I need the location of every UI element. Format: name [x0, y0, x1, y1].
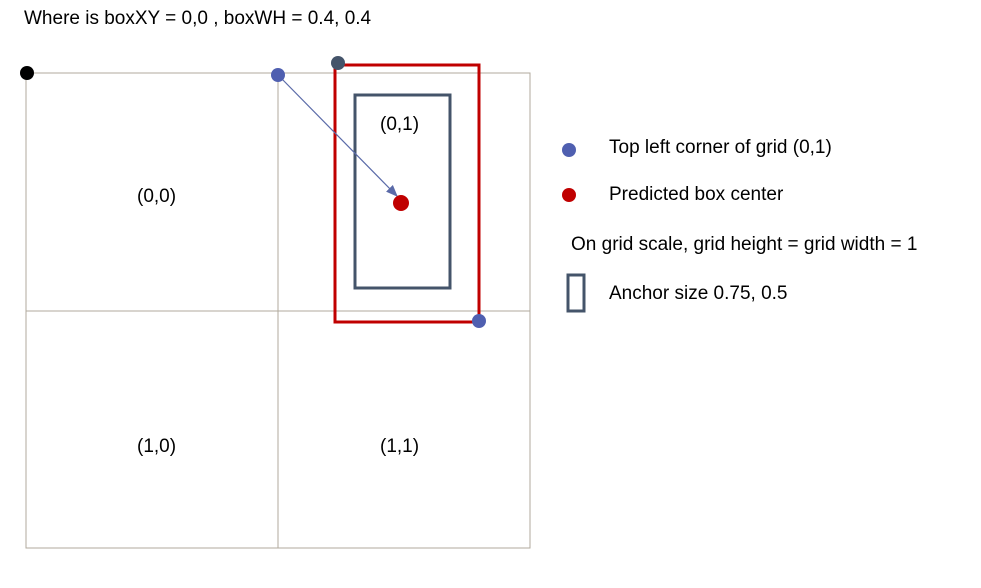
legend-anchor-size: Anchor size 0.75, 0.5 — [609, 283, 788, 304]
cell-label-1-1: (1,1) — [380, 436, 419, 457]
cell-label-1-0: (1,0) — [137, 436, 176, 457]
box-top-left-dot — [331, 56, 345, 70]
box-bottom-right-dot — [472, 314, 486, 328]
legend-grid-scale-note: On grid scale, grid height = grid width … — [571, 234, 918, 255]
origin-dot — [20, 66, 34, 80]
grid — [25, 72, 531, 549]
predicted-box — [333, 63, 481, 324]
offset-arrow — [279, 76, 398, 197]
legend-anchor-swatch — [566, 273, 586, 313]
legend-center-dot — [562, 188, 576, 202]
cell-label-0-0: (0,0) — [137, 186, 176, 207]
predicted-center-dot — [393, 195, 409, 211]
grid-corner-dot — [271, 68, 285, 82]
diagram-title: Where is boxXY = 0,0 , boxWH = 0.4, 0.4 — [24, 8, 372, 29]
legend-top-left-corner: Top left corner of grid (0,1) — [609, 137, 832, 158]
legend-corner-dot — [562, 143, 576, 157]
cell-label-0-1: (0,1) — [380, 114, 419, 135]
legend-predicted-center: Predicted box center — [609, 184, 784, 205]
anchor-box — [353, 93, 452, 290]
